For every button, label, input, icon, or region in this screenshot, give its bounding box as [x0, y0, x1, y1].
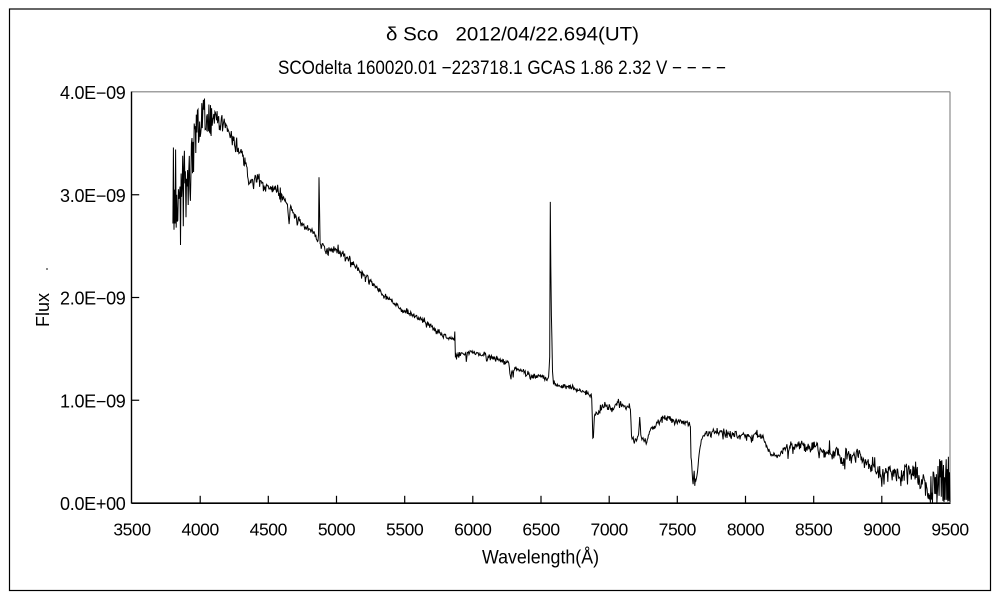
svg-text:5500: 5500 — [386, 520, 424, 540]
svg-text:8500: 8500 — [795, 520, 833, 540]
svg-text:2.0E−09: 2.0E−09 — [60, 289, 126, 309]
svg-text:5000: 5000 — [318, 520, 356, 540]
svg-text:4.0E−09: 4.0E−09 — [60, 83, 126, 103]
svg-text:δ Sco 2012/04/22.694(UT): δ Sco 2012/04/22.694(UT) — [386, 25, 639, 46]
svg-text:3.0E−09: 3.0E−09 — [60, 186, 126, 206]
svg-text:7000: 7000 — [591, 520, 629, 540]
svg-text:6000: 6000 — [454, 520, 492, 540]
svg-text:4000: 4000 — [182, 520, 220, 540]
svg-text:SCOdelta 160020.01 −223718.1 G: SCOdelta 160020.01 −223718.1 GCAS 1.86 2… — [278, 58, 726, 79]
svg-text:Wavelength(Å): Wavelength(Å) — [482, 548, 599, 569]
svg-text:Flux: Flux — [33, 293, 53, 327]
svg-text:3500: 3500 — [113, 520, 151, 540]
svg-text:4500: 4500 — [250, 520, 288, 540]
svg-text:1.0E−09: 1.0E−09 — [60, 391, 126, 411]
svg-text:9000: 9000 — [863, 520, 901, 540]
svg-text:7500: 7500 — [659, 520, 697, 540]
svg-text:0.0E+00: 0.0E+00 — [60, 494, 126, 514]
svg-text:6500: 6500 — [522, 520, 560, 540]
svg-text:9500: 9500 — [931, 520, 969, 540]
svg-text:8000: 8000 — [727, 520, 765, 540]
